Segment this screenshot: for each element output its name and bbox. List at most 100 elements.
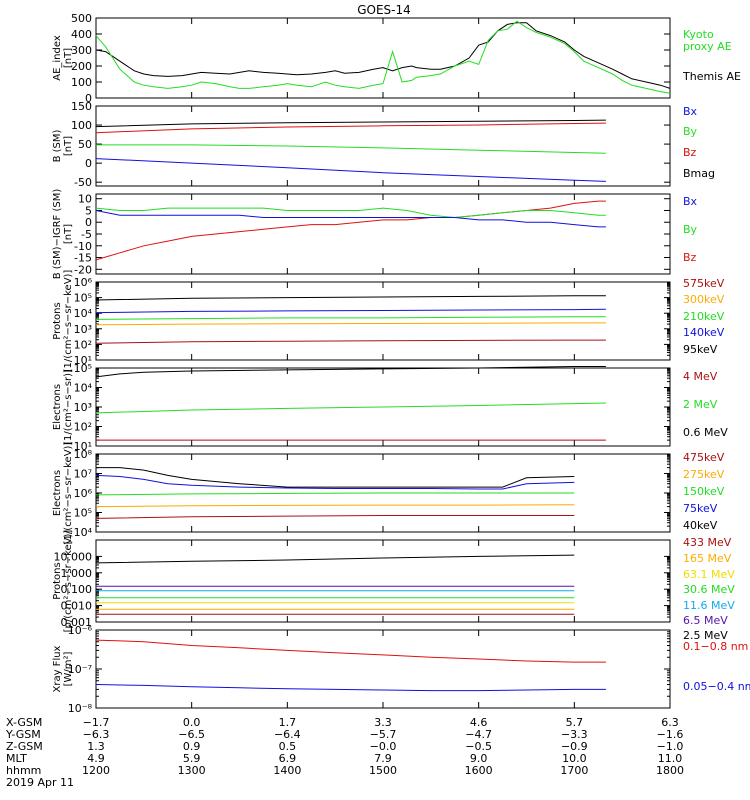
y-tick-label: 10³	[74, 323, 92, 336]
panel-8: 10⁻⁸ 10⁻⁷ 10⁻⁶ Xray Flux [W/m²] 0.1−0.8 nm 0.0…	[52, 624, 750, 715]
y-tick-label: 10³	[74, 401, 92, 414]
panel-frame	[95, 281, 671, 361]
bottom-axis-value: 5.7	[566, 716, 584, 729]
legend-entry: Themis AE	[682, 70, 741, 83]
series-line-themis-ae	[95, 22, 671, 89]
y-tick-label: 10⁷	[74, 468, 92, 481]
y-tick-label: -20	[74, 263, 92, 276]
y-tick-label: 10¹	[74, 440, 92, 453]
legend-entry: 2 MeV	[683, 398, 718, 411]
y-tick-label: -5	[81, 228, 92, 241]
y-axis-label: [p/(cm²−s−sr−keV)]	[63, 530, 74, 633]
series-line-bx	[95, 210, 606, 228]
bottom-row-label: hhmm	[6, 764, 41, 777]
y-axis-label: B (SM)	[52, 129, 63, 162]
bottom-axis-value: 3.3	[374, 716, 392, 729]
y-tick-label: 0.001	[61, 616, 93, 629]
panel-frame	[95, 629, 671, 709]
bottom-axis-value: 11.0	[658, 752, 683, 765]
legend-entry: 2.5 MeV	[683, 629, 728, 642]
y-axis-label: Xray Flux	[52, 645, 63, 692]
legend-entry: 0.1−0.8 nm	[683, 640, 748, 653]
legend-entry: By	[683, 125, 698, 138]
y-axis-label: B (SM)−IGRF (SM)	[52, 189, 63, 280]
bottom-axis-value: 10.0	[562, 752, 587, 765]
y-tick-label: 10⁴	[74, 382, 93, 395]
series-line-2-5-mev	[95, 554, 575, 564]
panel-5: 10¹ 10² 10³ 10⁴ 10⁵ Electrons [1/(cm²−s−sr)] 4 …	[52, 362, 728, 453]
bottom-axis-value: 0.9	[183, 740, 201, 753]
series-line-2-mev	[95, 402, 606, 414]
legend-entry: 75keV	[683, 502, 718, 515]
bottom-axis-value: 4.9	[87, 752, 105, 765]
y-tick-label: 10⁵	[74, 292, 92, 305]
bottom-row-label: X-GSM	[6, 716, 42, 729]
y-axis-label: Protons	[52, 562, 63, 599]
y-tick-label: 0.100	[61, 583, 93, 596]
bottom-axis-value: 9.0	[470, 752, 488, 765]
y-tick-label: 10⁵	[74, 507, 92, 520]
y-tick-label: 10²	[74, 338, 92, 351]
panel-frame	[95, 17, 671, 99]
bottom-axis-value: −6.4	[274, 728, 301, 741]
series-line-275kev	[95, 504, 575, 508]
legend-entry: 150keV	[683, 485, 725, 498]
legend-entry: 165 MeV	[683, 552, 732, 565]
bottom-axis-value: −1.6	[657, 728, 684, 741]
series-line-bz	[95, 200, 606, 261]
legend-entry: 0.05−0.4 nm	[683, 680, 750, 693]
bottom-axis-value: −4.7	[465, 728, 492, 741]
y-axis-label: AE_index	[52, 35, 63, 81]
y-tick-label: 0	[85, 92, 92, 105]
bottom-axis-value: 1400	[273, 764, 301, 777]
y-axis-label: [1/(cm²−s−sr−keV)]	[63, 442, 74, 545]
legend-entry: 30.6 MeV	[683, 583, 735, 596]
legend-entry: Bx	[683, 195, 698, 208]
series-line-bz	[95, 122, 606, 134]
y-tick-label: 0.010	[61, 600, 93, 613]
bottom-axis-value: 1.7	[279, 716, 297, 729]
series-line-by	[95, 207, 606, 219]
series-line-140kev	[95, 308, 606, 314]
y-tick-label: 10¹	[74, 354, 92, 367]
y-tick-label: -15	[74, 252, 92, 265]
bottom-axis-value: 1500	[369, 764, 397, 777]
y-tick-label: 300	[71, 44, 92, 57]
bottom-axis-value: 7.9	[374, 752, 392, 765]
series-line-by	[96, 144, 606, 154]
series-line-150kev	[95, 492, 575, 496]
y-axis-label: Electrons	[52, 470, 63, 516]
series-line-0-05-0-4-nm	[95, 684, 606, 692]
series-line-75kev	[95, 474, 575, 490]
y-tick-label: 150	[71, 100, 92, 113]
bottom-row-label: MLT	[6, 752, 27, 765]
bottom-row-label: Z-GSM	[6, 740, 43, 753]
legend-entry: 300keV	[683, 293, 725, 306]
legend-entry: 11.6 MeV	[683, 599, 735, 612]
legend-entry: 210keV	[683, 310, 725, 323]
y-tick-label: 500	[71, 12, 92, 25]
y-tick-label: 10²	[74, 421, 92, 434]
y-tick-label: 10⁻⁷	[68, 663, 92, 676]
y-tick-label: 10	[78, 193, 92, 206]
y-axis-label: [1/(cm²−s−sr)]	[63, 369, 74, 445]
legend-entry: 275keV	[683, 468, 725, 481]
y-tick-label: 0	[85, 216, 92, 229]
y-axis-label: Protons	[52, 302, 63, 339]
bottom-axis-value: 6.3	[661, 716, 679, 729]
legend-entry: Bz	[683, 146, 697, 159]
series-line-95kev	[95, 295, 606, 301]
y-axis-label: [W/m²]	[63, 651, 74, 686]
series-line-bx	[95, 158, 606, 182]
bottom-axis-value: 1.3	[87, 740, 105, 753]
legend-entry: 575keV	[683, 277, 725, 290]
legend-entry: Bx	[683, 105, 698, 118]
legend-entry: 4 MeV	[683, 370, 718, 383]
y-tick-label: 10⁻⁶	[68, 624, 93, 637]
series-line-kyoto	[95, 20, 671, 94]
legend-entry: By	[683, 223, 698, 236]
